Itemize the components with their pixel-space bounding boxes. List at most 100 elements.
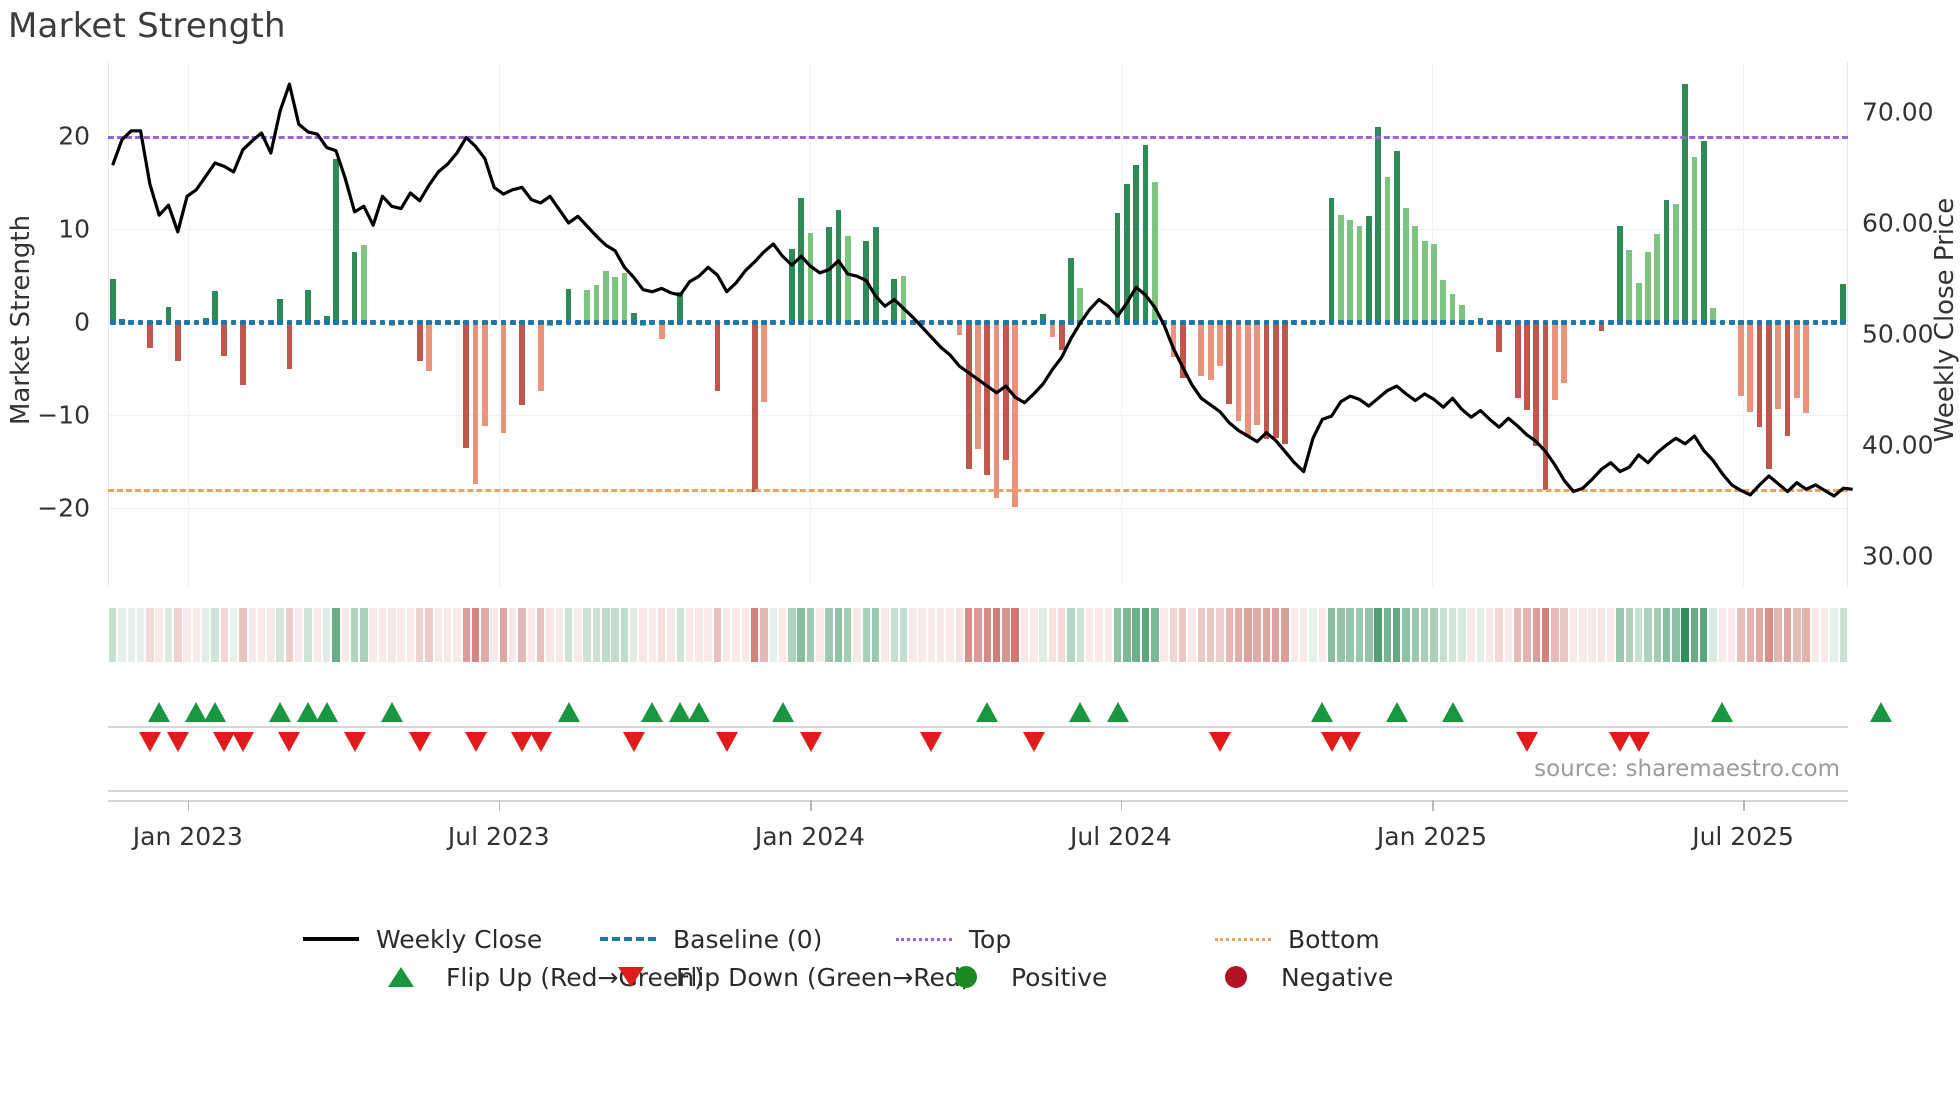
strength-bar bbox=[1775, 322, 1782, 409]
baseline-segment bbox=[1012, 319, 1019, 325]
baseline-segment bbox=[1291, 319, 1298, 325]
baseline-segment bbox=[1226, 319, 1233, 325]
heatmap-cell bbox=[1383, 608, 1392, 662]
flip-up-marker bbox=[976, 702, 999, 722]
heatmap-cell bbox=[657, 608, 666, 662]
heatmap-cell bbox=[1783, 608, 1792, 662]
baseline-segment bbox=[975, 319, 981, 325]
right-tick-label: 30.00 bbox=[1862, 541, 1934, 571]
legend-item[interactable]: Bottom bbox=[1212, 915, 1380, 963]
heatmap-cell bbox=[1141, 608, 1150, 662]
baseline-segment bbox=[789, 319, 795, 325]
heatmap-cell bbox=[797, 608, 805, 662]
heatmap-cell bbox=[1560, 608, 1568, 662]
baseline-segment bbox=[844, 319, 851, 325]
strength-bar bbox=[807, 232, 814, 323]
strength-bar bbox=[1282, 322, 1288, 444]
heatmap-cell bbox=[741, 608, 750, 662]
heatmap-cell bbox=[964, 608, 973, 662]
strength-bar bbox=[1710, 308, 1716, 323]
heatmap-cell bbox=[322, 608, 331, 662]
legend-label: Flip Up (Red→Green) bbox=[446, 962, 704, 992]
source-divider bbox=[108, 790, 1848, 793]
heatmap-cell bbox=[1448, 608, 1457, 662]
baseline-segment bbox=[1021, 319, 1028, 325]
baseline-segment bbox=[1040, 319, 1046, 325]
x-tick-label[interactable]: Jan 2024 bbox=[754, 822, 865, 851]
legend-item[interactable]: Negative bbox=[1205, 953, 1393, 1001]
strength-bar bbox=[1533, 322, 1540, 446]
baseline-segment bbox=[537, 319, 544, 325]
strength-bar bbox=[1077, 287, 1084, 323]
legend-item[interactable]: Top bbox=[893, 915, 1011, 963]
baseline-segment bbox=[1803, 319, 1809, 325]
legend-item[interactable]: Weekly Close bbox=[300, 915, 542, 963]
heatmap-cell bbox=[471, 608, 480, 662]
flip-axis-line bbox=[108, 726, 1848, 729]
heatmap-cell bbox=[1486, 608, 1494, 662]
baseline-segment bbox=[1784, 319, 1791, 325]
left-tick-label: −10 bbox=[37, 400, 90, 430]
x-tick-label[interactable]: Jan 2025 bbox=[1376, 822, 1488, 851]
legend-label: Top bbox=[969, 924, 1012, 954]
baseline-segment bbox=[1403, 319, 1409, 325]
strength-bar bbox=[602, 271, 609, 323]
chart-legend: Weekly Close Baseline (0) Top Bottom Flip U… bbox=[0, 915, 1960, 1035]
heatmap-cell bbox=[276, 608, 284, 662]
legend-item[interactable]: Baseline (0) bbox=[597, 915, 822, 963]
flip-down-marker bbox=[622, 732, 645, 752]
right-tick-label: 50.00 bbox=[1862, 319, 1934, 349]
baseline-segment bbox=[593, 319, 600, 325]
strength-bar bbox=[416, 322, 423, 362]
heatmap-cell bbox=[1076, 608, 1085, 662]
strength-bar bbox=[1226, 322, 1233, 404]
flip-up-marker bbox=[204, 702, 226, 722]
flip-up-marker bbox=[669, 702, 692, 722]
baseline-segment bbox=[212, 319, 218, 325]
strength-bar bbox=[1672, 204, 1679, 323]
weekly-close-line bbox=[111, 82, 1853, 498]
heatmap-cell bbox=[1513, 608, 1522, 662]
baseline-segment bbox=[1477, 319, 1484, 325]
heatmap-cell bbox=[834, 608, 843, 662]
red-dot-icon bbox=[1225, 966, 1247, 988]
legend-item[interactable]: Flip Up (Red→Green) bbox=[370, 953, 704, 1001]
baseline-segment bbox=[491, 319, 498, 325]
strength-bar bbox=[630, 312, 637, 323]
baseline-segment bbox=[565, 319, 572, 325]
flip-down-marker bbox=[213, 732, 236, 752]
strength-bar bbox=[1142, 144, 1149, 323]
x-tick-label[interactable]: Jul 2024 bbox=[1069, 822, 1172, 851]
baseline-segment bbox=[1672, 319, 1679, 325]
heatmap-cell bbox=[1774, 608, 1782, 662]
baseline-segment bbox=[993, 319, 1000, 325]
x-tick-label[interactable]: Jul 2023 bbox=[447, 822, 550, 851]
x-tick-label[interactable]: Jul 2025 bbox=[1692, 822, 1794, 851]
strength-heatmap-strip bbox=[108, 608, 1848, 662]
legend-key bbox=[935, 966, 997, 988]
main-chart-panel bbox=[108, 62, 1853, 587]
legend-item[interactable]: Flip Down (Green→Red) bbox=[600, 953, 971, 1001]
heatmap-cell bbox=[1169, 608, 1178, 662]
heatmap-cell bbox=[546, 608, 554, 662]
baseline-segment bbox=[1217, 319, 1223, 325]
heatmap-cell bbox=[1653, 608, 1661, 662]
legend-item[interactable]: Positive bbox=[935, 953, 1107, 1001]
flip-up-marker bbox=[1869, 702, 1892, 722]
baseline-segment bbox=[1552, 319, 1558, 325]
baseline-segment bbox=[146, 319, 153, 325]
strength-bar bbox=[1040, 313, 1046, 323]
x-tick-label[interactable]: Jan 2023 bbox=[132, 822, 243, 851]
heatmap-cell bbox=[369, 608, 377, 662]
baseline-segment bbox=[1114, 319, 1121, 325]
x-axis-line bbox=[108, 800, 1848, 803]
heatmap-cell bbox=[1346, 608, 1354, 662]
strength-bar bbox=[1682, 84, 1689, 323]
baseline-segment bbox=[1691, 319, 1698, 325]
strength-bar bbox=[612, 276, 618, 323]
baseline-segment bbox=[835, 319, 842, 325]
baseline-segment bbox=[1030, 319, 1037, 325]
strength-bar bbox=[1458, 305, 1465, 323]
strength-bar bbox=[1440, 280, 1447, 323]
strength-bar bbox=[1347, 219, 1354, 323]
